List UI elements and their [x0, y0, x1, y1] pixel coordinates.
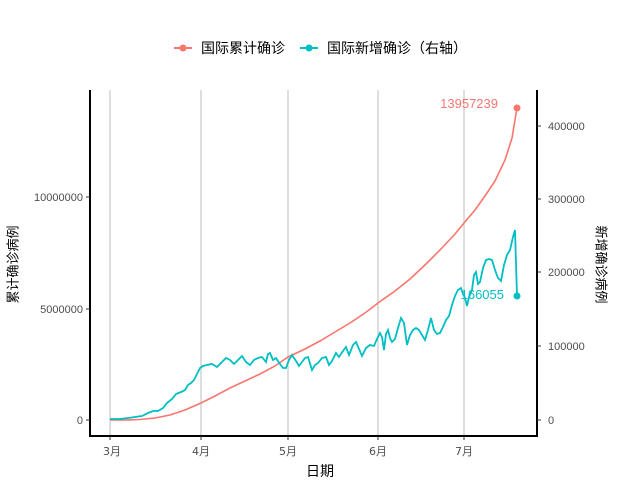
legend-item-cumulative[interactable]: 国际累计确诊: [173, 38, 285, 58]
right-y-ticks: [537, 125, 541, 421]
svg-text:400000: 400000: [548, 121, 585, 133]
x-gridlines: [109, 90, 465, 436]
legend-item-daily[interactable]: 国际新增确诊（右轴）: [299, 38, 467, 58]
legend-label: 国际累计确诊: [201, 41, 285, 57]
series-daily-end-label: 166055: [461, 287, 504, 302]
svg-text:200000: 200000: [548, 267, 585, 279]
legend-line-point-icon: [300, 44, 318, 52]
svg-text:5000000: 5000000: [40, 304, 83, 316]
svg-text:5月: 5月: [279, 445, 297, 458]
left-y-tick-labels: 0 5000000 10000000: [34, 192, 83, 427]
svg-text:7月: 7月: [455, 445, 473, 458]
series-cumulative-end-label: 13957239: [440, 96, 498, 111]
series-daily-line: [110, 229, 518, 420]
x-tick-labels: 3月 4月 5月 6月 7月: [103, 445, 473, 458]
series-cumulative-end-point: [513, 104, 521, 112]
y-axis-right-title: 新增确诊病例: [592, 225, 608, 304]
legend: 国际累计确诊 国际新增确诊（右轴）: [0, 38, 640, 58]
svg-text:6月: 6月: [369, 445, 387, 458]
y-axis-left-title: 累计确诊病例: [6, 225, 22, 304]
right-y-tick-labels: 0 100000 200000 300000 400000: [548, 121, 585, 427]
x-ticks: [109, 436, 465, 440]
series-cumulative-line: [110, 107, 518, 421]
svg-text:10000000: 10000000: [34, 192, 83, 204]
legend-line-point-icon: [174, 44, 192, 52]
svg-text:300000: 300000: [548, 194, 585, 206]
svg-text:0: 0: [77, 415, 83, 427]
left-y-ticks: [86, 196, 90, 421]
svg-text:3月: 3月: [103, 445, 121, 458]
series-daily-end-point: [513, 292, 521, 300]
svg-text:100000: 100000: [548, 341, 585, 353]
x-axis-title: 日期: [306, 464, 334, 480]
svg-text:4月: 4月: [192, 445, 210, 458]
axis-lines: [89, 90, 538, 437]
svg-text:0: 0: [548, 415, 554, 427]
legend-label: 国际新增确诊（右轴）: [327, 41, 467, 57]
